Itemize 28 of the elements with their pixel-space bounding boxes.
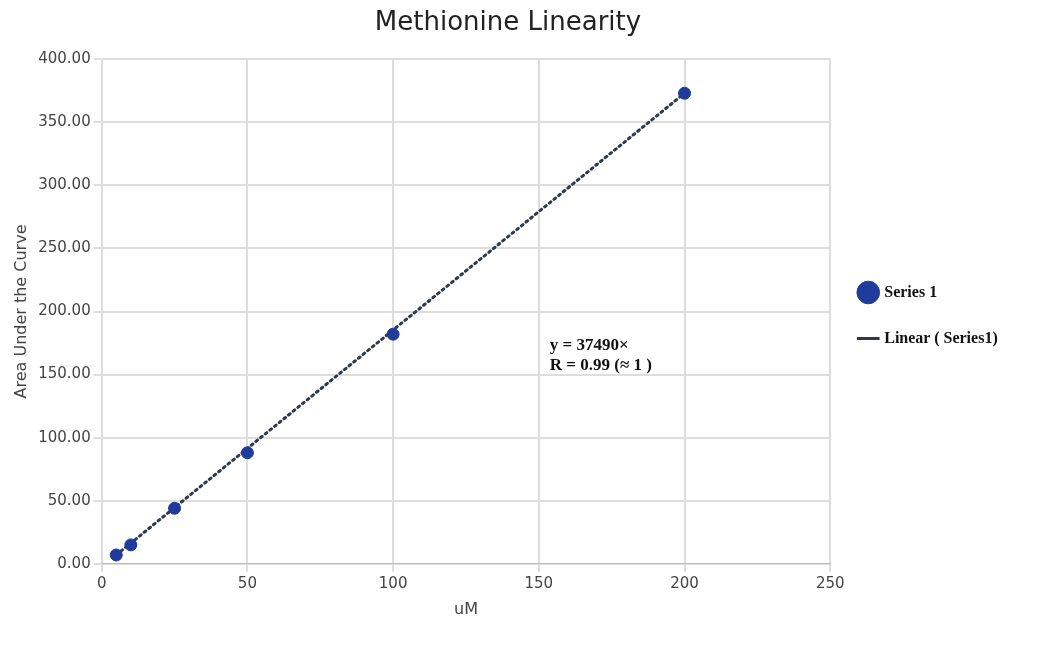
- chart-title: Methionine Linearity: [374, 6, 642, 37]
- point: [386, 327, 400, 341]
- point: [678, 86, 692, 100]
- legend-label: Linear ( Series1): [884, 328, 998, 347]
- annotation: y = 37490×: [549, 334, 629, 354]
- y-tick-label: 250.00: [38, 238, 91, 257]
- x-axis-title: uM: [453, 598, 478, 618]
- point: [168, 501, 182, 515]
- y-tick-label: 150.00: [38, 364, 91, 383]
- x-tick-label: 250: [815, 573, 845, 592]
- legend-label: Series 1: [884, 282, 938, 300]
- x-tick-label: 0: [96, 573, 107, 592]
- annotation: R = 0.99 (≈ 1 ): [549, 354, 652, 374]
- point: [240, 446, 254, 460]
- y-axis-title: Area Under the Curve: [10, 224, 30, 399]
- y-tick-label: 200.00: [38, 301, 91, 320]
- x-tick-label: 200: [670, 573, 699, 592]
- y-tick-label: 0.00: [57, 553, 91, 572]
- y-tick-label: 300.00: [38, 175, 91, 194]
- point: [109, 548, 123, 562]
- x-tick-label: 50: [237, 573, 257, 592]
- point: [124, 538, 138, 552]
- x-tick-label: 100: [378, 573, 408, 592]
- x-tick-label: 150: [524, 573, 554, 592]
- y-tick-label: 50.00: [47, 490, 91, 509]
- y-tick-label: 350.00: [38, 112, 91, 131]
- y-tick-label: 100.00: [38, 427, 91, 446]
- y-tick-label: 400.00: [38, 49, 91, 68]
